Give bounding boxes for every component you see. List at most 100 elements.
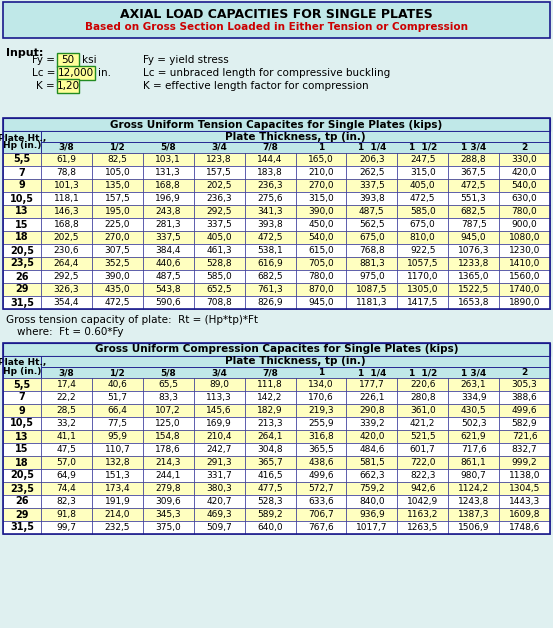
Text: 290,8: 290,8 — [359, 406, 385, 415]
Bar — [346, 153, 397, 166]
Text: 31,5: 31,5 — [10, 522, 34, 533]
Text: 1890,0: 1890,0 — [509, 298, 540, 307]
Bar — [3, 218, 41, 231]
Text: 125,0: 125,0 — [155, 419, 181, 428]
Bar — [143, 508, 194, 521]
Text: 309,6: 309,6 — [155, 497, 181, 506]
Text: 210,0: 210,0 — [308, 168, 334, 177]
Bar — [143, 404, 194, 417]
Bar — [346, 283, 397, 296]
Bar — [397, 296, 448, 309]
Text: 135,0: 135,0 — [105, 181, 130, 190]
Text: 304,8: 304,8 — [257, 445, 283, 454]
Bar — [57, 53, 79, 67]
Bar — [41, 166, 92, 179]
Text: 13: 13 — [15, 431, 29, 441]
Bar — [448, 417, 499, 430]
Bar — [448, 270, 499, 283]
Bar — [41, 391, 92, 404]
Text: 870,0: 870,0 — [308, 285, 334, 294]
Bar — [346, 391, 397, 404]
Text: Gross Uniform Compression Capacites for Single Plates (kips): Gross Uniform Compression Capacites for … — [95, 345, 458, 354]
Bar — [499, 391, 550, 404]
Text: 10,5: 10,5 — [10, 418, 34, 428]
Bar — [346, 231, 397, 244]
Text: 31,5: 31,5 — [10, 298, 34, 308]
Text: 1087,5: 1087,5 — [356, 285, 388, 294]
Text: 1163,2: 1163,2 — [407, 510, 439, 519]
Text: 15: 15 — [15, 220, 29, 229]
Text: 780,0: 780,0 — [308, 272, 334, 281]
Bar — [41, 153, 92, 166]
Bar — [41, 495, 92, 508]
Bar — [3, 296, 41, 309]
Text: 12,000: 12,000 — [58, 68, 94, 78]
Text: 499,6: 499,6 — [308, 471, 334, 480]
Bar — [143, 378, 194, 391]
Bar — [397, 482, 448, 495]
Bar — [397, 244, 448, 257]
Text: Fy =: Fy = — [32, 55, 55, 65]
Bar — [92, 378, 143, 391]
Bar — [92, 417, 143, 430]
Bar — [41, 356, 550, 367]
Text: 225,0: 225,0 — [105, 220, 130, 229]
Bar — [194, 205, 244, 218]
Bar — [3, 2, 550, 38]
Text: 111,8: 111,8 — [257, 380, 283, 389]
Text: 1080,0: 1080,0 — [509, 233, 540, 242]
Bar — [295, 192, 346, 205]
Text: 975,0: 975,0 — [359, 272, 385, 281]
Bar — [194, 218, 244, 231]
Bar — [41, 231, 92, 244]
Text: 361,0: 361,0 — [410, 406, 436, 415]
Text: 1304,5: 1304,5 — [509, 484, 540, 493]
Bar — [244, 192, 295, 205]
Bar — [499, 270, 550, 283]
Text: 717,6: 717,6 — [461, 445, 487, 454]
Text: 316,8: 316,8 — [308, 432, 334, 441]
Bar — [397, 231, 448, 244]
Text: 768,8: 768,8 — [359, 246, 385, 255]
Text: 390,0: 390,0 — [105, 272, 130, 281]
Bar — [92, 192, 143, 205]
Text: 999,2: 999,2 — [512, 458, 538, 467]
Text: 270,0: 270,0 — [308, 181, 334, 190]
Bar — [448, 495, 499, 508]
Bar — [244, 378, 295, 391]
Bar — [143, 417, 194, 430]
Text: 633,6: 633,6 — [308, 497, 334, 506]
Text: 5/8: 5/8 — [160, 143, 176, 152]
Text: 292,5: 292,5 — [206, 207, 232, 216]
Bar — [3, 521, 41, 534]
Bar — [194, 508, 244, 521]
Bar — [92, 404, 143, 417]
Text: 390,0: 390,0 — [308, 207, 334, 216]
Text: Based on Gross Section Loaded in Either Tension or Compression: Based on Gross Section Loaded in Either … — [85, 22, 468, 32]
Text: 1  1/2: 1 1/2 — [409, 143, 437, 152]
Bar — [41, 205, 92, 218]
Bar — [41, 469, 92, 482]
Text: 142,2: 142,2 — [257, 393, 283, 402]
Text: 331,7: 331,7 — [206, 471, 232, 480]
Bar — [397, 430, 448, 443]
Text: 832,7: 832,7 — [512, 445, 538, 454]
Text: 388,6: 388,6 — [512, 393, 538, 402]
Bar — [499, 192, 550, 205]
Text: 29: 29 — [15, 284, 29, 295]
Text: 91,8: 91,8 — [56, 510, 76, 519]
Bar — [41, 508, 92, 521]
Text: 461,3: 461,3 — [206, 246, 232, 255]
Bar — [143, 495, 194, 508]
Bar — [499, 205, 550, 218]
Bar — [499, 166, 550, 179]
Text: 41,1: 41,1 — [56, 432, 76, 441]
Text: 585,0: 585,0 — [206, 272, 232, 281]
Bar — [92, 231, 143, 244]
Bar — [143, 257, 194, 270]
Text: 40,6: 40,6 — [107, 380, 127, 389]
Text: 107,2: 107,2 — [155, 406, 181, 415]
Text: 82,3: 82,3 — [56, 497, 76, 506]
Bar — [346, 296, 397, 309]
Text: 1057,5: 1057,5 — [407, 259, 439, 268]
